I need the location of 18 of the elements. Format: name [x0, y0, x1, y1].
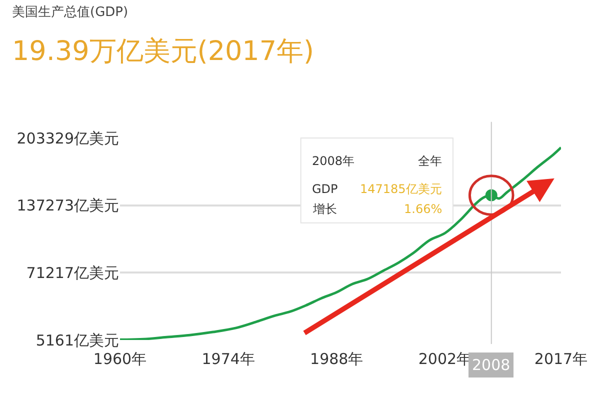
x-tick-label: 2017年 — [534, 350, 588, 368]
chart-subtitle: 19.39万亿美元(2017年) — [12, 36, 314, 68]
ref-line-label: 2008 — [472, 356, 510, 374]
annotation: 增长 — [312, 202, 337, 216]
annotation: GDP — [312, 182, 338, 196]
annotation: 全年 — [418, 154, 442, 168]
y-tick-label: 203329亿美元 — [16, 129, 119, 148]
x-tick-label: 1960年 — [93, 350, 147, 368]
x-tick-label: 1974年 — [202, 350, 255, 368]
y-tick-label: 71217亿美元 — [26, 264, 119, 282]
annotation: 147185亿美元 — [360, 182, 442, 196]
x-tick-label: 1988年 — [310, 350, 364, 368]
line-series — [120, 146, 561, 340]
y-tick-label: 137273亿美元 — [16, 196, 119, 215]
annotation: 1.66% — [404, 202, 442, 216]
annotation: 2008年 — [312, 154, 355, 168]
chart-title: 美国生产总值(GDP) — [12, 4, 128, 20]
y-tick-label: 5161亿美元 — [36, 331, 119, 350]
